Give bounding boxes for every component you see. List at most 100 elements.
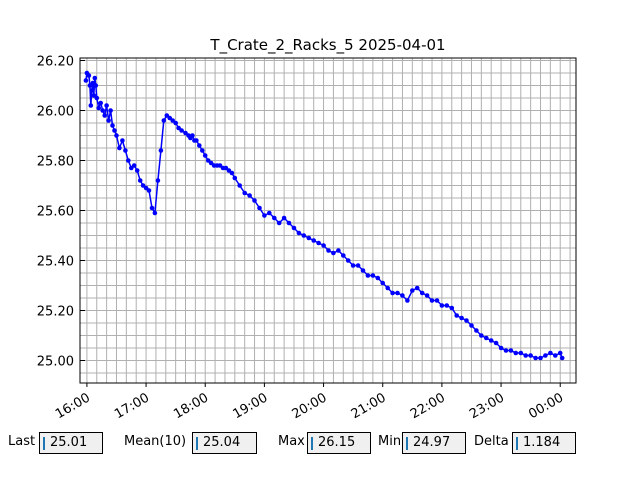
data-point xyxy=(247,193,252,198)
min-label: Min xyxy=(378,434,402,449)
data-point xyxy=(553,353,558,358)
data-point xyxy=(414,285,420,291)
data-point xyxy=(131,163,137,168)
data-point xyxy=(370,273,376,278)
data-point xyxy=(86,73,92,78)
data-point xyxy=(106,118,111,123)
data-point xyxy=(306,235,312,241)
y-tick-label: 25.40 xyxy=(37,255,74,270)
data-point xyxy=(194,138,199,143)
grid-lines xyxy=(80,58,576,383)
y-tick-label: 25.20 xyxy=(37,305,74,320)
data-point xyxy=(242,190,247,196)
text-cursor xyxy=(406,437,408,450)
data-point xyxy=(83,78,89,83)
data-point xyxy=(149,205,155,211)
data-point xyxy=(533,355,538,361)
data-point xyxy=(548,350,553,356)
data-point xyxy=(405,298,410,303)
data-point xyxy=(341,253,346,258)
plot-frame xyxy=(79,57,577,384)
data-point xyxy=(301,233,307,238)
data-point xyxy=(498,345,504,351)
x-tick-label: 20:00 xyxy=(290,390,330,422)
data-point xyxy=(296,230,302,236)
data-point xyxy=(439,303,445,308)
data-point xyxy=(104,103,109,108)
x-tick-label: 16:00 xyxy=(53,390,93,422)
data-point xyxy=(474,328,479,333)
data-point xyxy=(102,113,107,118)
data-point xyxy=(158,148,164,153)
data-point xyxy=(311,238,317,243)
x-tick-label: 22:00 xyxy=(408,390,448,422)
data-point xyxy=(479,333,484,338)
min-value-field[interactable]: 24.97 xyxy=(402,432,466,454)
data-point xyxy=(120,138,125,143)
y-tick-label: 25.80 xyxy=(37,155,74,170)
data-point xyxy=(464,318,469,323)
data-point xyxy=(424,293,430,298)
data-point xyxy=(161,118,167,123)
data-point xyxy=(88,103,94,108)
data-point xyxy=(134,168,140,173)
delta-value-field[interactable]: 1.184 xyxy=(512,432,576,454)
data-point xyxy=(252,198,257,203)
data-point xyxy=(229,170,235,176)
y-tick-label: 26.20 xyxy=(37,55,74,70)
mean-value-field[interactable]: 25.04 xyxy=(192,432,257,454)
data-point xyxy=(197,143,202,148)
min-value: 24.97 xyxy=(413,435,451,450)
data-point xyxy=(108,108,113,113)
data-point xyxy=(508,348,514,353)
data-point xyxy=(484,335,489,341)
data-point xyxy=(281,215,287,221)
data-point xyxy=(291,225,297,231)
text-cursor xyxy=(43,437,45,450)
data-point xyxy=(355,263,361,268)
x-tick-label: 17:00 xyxy=(112,390,152,422)
data-point xyxy=(232,175,238,181)
data-point xyxy=(419,290,425,296)
data-point xyxy=(272,215,277,221)
data-point xyxy=(513,350,519,356)
data-point xyxy=(459,315,464,321)
data-point xyxy=(96,105,101,111)
data-point xyxy=(117,145,122,151)
data-point xyxy=(100,108,105,113)
text-cursor xyxy=(196,437,198,450)
data-point xyxy=(523,353,528,358)
data-point xyxy=(237,183,242,188)
data-point xyxy=(152,210,158,216)
data-point xyxy=(336,248,341,253)
data-point xyxy=(286,220,292,226)
data-point xyxy=(276,220,282,226)
data-point xyxy=(400,293,405,298)
data-point xyxy=(257,205,262,211)
series-blue xyxy=(83,70,565,361)
delta-value: 1.184 xyxy=(523,435,561,450)
data-point xyxy=(321,243,326,248)
data-point xyxy=(365,273,371,278)
max-value-field[interactable]: 26.15 xyxy=(307,432,371,454)
y-tick-label: 25.00 xyxy=(37,355,74,370)
data-point xyxy=(350,263,356,268)
data-point xyxy=(528,353,533,358)
last-value-field[interactable]: 25.01 xyxy=(39,432,103,454)
data-point xyxy=(190,133,195,138)
data-point xyxy=(559,355,565,361)
x-tick-label: 23:00 xyxy=(467,390,507,422)
text-cursor xyxy=(516,437,518,450)
data-point xyxy=(493,340,499,346)
data-point xyxy=(112,128,117,133)
data-point xyxy=(503,348,509,353)
data-point xyxy=(179,128,184,133)
data-point xyxy=(316,240,321,246)
last-value: 25.01 xyxy=(50,435,88,450)
data-point xyxy=(444,303,450,308)
data-point xyxy=(98,100,103,106)
data-point xyxy=(395,290,400,296)
data-point xyxy=(200,148,205,153)
y-tick-label: 26.00 xyxy=(37,105,74,120)
